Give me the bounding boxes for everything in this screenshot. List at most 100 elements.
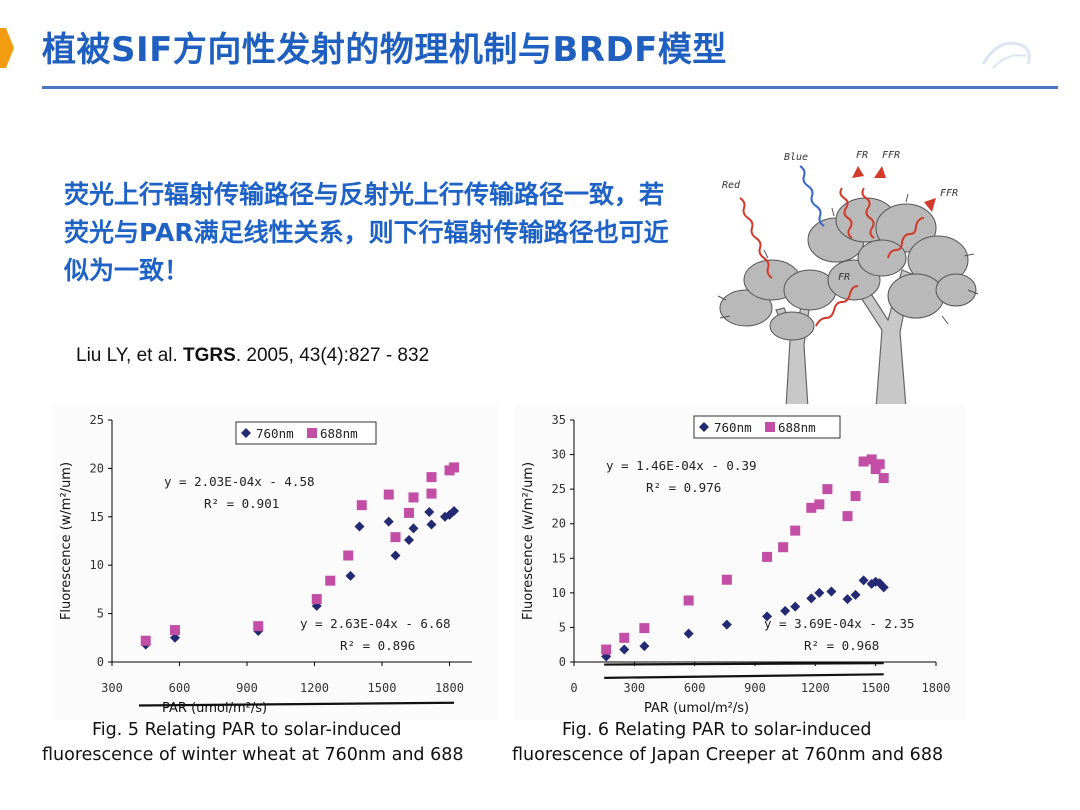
data-point-760nm [354, 521, 365, 532]
equation-688nm: y = 3.69E-04x - 2.35 [764, 616, 915, 631]
data-point-688nm [601, 644, 612, 655]
label-red: Red [722, 180, 741, 191]
legend-label: 760nm [256, 426, 294, 441]
y-tick-label: 25 [552, 482, 566, 496]
y-tick-label: 35 [552, 413, 566, 427]
y-tick-label: 5 [559, 620, 566, 634]
data-point-688nm [140, 635, 151, 646]
equation-760nm: y = 2.03E-04x - 4.58 [164, 474, 315, 489]
data-point-688nm [253, 621, 264, 632]
data-point-760nm [790, 601, 801, 612]
fr-canopy-arrow [815, 285, 859, 327]
y-tick-label: 25 [90, 413, 104, 427]
x-tick-label: 1200 [801, 681, 830, 695]
equation-688nm: y = 2.63E-04x - 6.68 [300, 616, 451, 631]
figure-6-caption: Fig. 6 Relating PAR to solar-induced flu… [512, 718, 982, 768]
data-point-760nm [850, 589, 861, 600]
y-tick-label: 15 [552, 551, 566, 565]
data-point-760nm [426, 519, 437, 530]
chart-winter-wheat-plot: 0 5 10 15 20 25 300 600 900 1200 1500 1800 PAR (umol… [59, 413, 472, 727]
red-incident-arrow [739, 197, 773, 279]
y-tick-label: 0 [97, 655, 104, 669]
data-point-760nm [762, 611, 773, 622]
data-point-760nm [878, 582, 889, 593]
trend-line-688nm [604, 673, 884, 679]
ffr-emitted-arrow-2 [887, 217, 925, 259]
y-tick-label: 30 [552, 448, 566, 462]
fr-emitted-arrow [839, 187, 853, 239]
x-tick-label: 1800 [922, 681, 951, 695]
label-blue: Blue [784, 152, 808, 163]
x-axis-label: PAR (umol/m²/s) [644, 701, 749, 716]
data-point-760nm [383, 516, 394, 527]
x-axis-label: PAR (umol/m²/s) [162, 701, 267, 716]
data-point-688nm [639, 623, 650, 634]
caption-line-2: fluorescence of winter wheat at 760nm an… [42, 745, 464, 765]
x-tick-label: 1800 [435, 681, 464, 695]
x-tick-label: 1500 [368, 681, 397, 695]
x-tick-label: 900 [236, 681, 258, 695]
data-point-760nm [440, 511, 450, 522]
chart-japan-creeper: 0 5 10 15 20 25 30 35 0 300 600 900 1200 1500 1800 PAR … [514, 404, 966, 720]
ffr-emitted-arrow-1 [861, 187, 875, 239]
caption-line-1: Fig. 6 Relating PAR to solar-induced [562, 720, 872, 740]
tree-foliage [719, 197, 977, 341]
title-divider [42, 86, 1058, 89]
trend-line-760nm [604, 662, 884, 666]
data-point-688nm [874, 459, 885, 470]
r-squared-760nm: R² = 0.901 [204, 496, 279, 511]
x-tick-label: 600 [169, 681, 191, 695]
blue-incident-arrow [799, 165, 825, 227]
x-tick-label: 0 [570, 681, 577, 695]
legend-label: 688nm [778, 420, 816, 435]
data-point-760nm [619, 644, 630, 655]
data-point-688nm [806, 502, 817, 513]
data-point-688nm [858, 456, 869, 467]
data-point-688nm [842, 511, 853, 522]
label-fr-canopy: FR [838, 272, 850, 283]
data-point-760nm [390, 550, 401, 561]
data-point-688nm [814, 499, 825, 510]
caption-line-1: Fig. 5 Relating PAR to solar-induced [92, 720, 402, 740]
label-ffr-top: FFR [882, 150, 900, 161]
chart-japan-creeper-plot: 0 5 10 15 20 25 30 35 0 300 600 900 1200 1500 1800 PAR … [521, 413, 951, 716]
citation-details: . 2005, 43(4):827 - 832 [235, 345, 430, 366]
figure-5-caption: Fig. 5 Relating PAR to solar-induced flu… [42, 718, 502, 768]
y-tick-label: 10 [552, 586, 566, 600]
canopy-radiation-diagram: Blue Red FR FFR FFR FR [717, 150, 979, 408]
data-point-688nm [390, 532, 401, 543]
accent-tab-arrow [0, 28, 14, 68]
x-tick-label: 600 [684, 681, 706, 695]
data-point-688nm [850, 491, 861, 502]
y-tick-label: 20 [552, 517, 566, 531]
label-ffr-right: FFR [940, 188, 958, 199]
legend-label: 760nm [714, 420, 752, 435]
data-point-688nm [762, 551, 773, 562]
data-point-688nm [778, 542, 789, 553]
legend-marker-760nm [241, 428, 251, 438]
chart-winter-wheat: 0 5 10 15 20 25 300 600 900 1200 1500 1800 PAR (umol… [52, 404, 498, 727]
data-point-760nm [721, 619, 732, 630]
data-point-688nm [343, 550, 354, 561]
y-tick-label: 15 [90, 510, 104, 524]
x-tick-label: 300 [101, 681, 123, 695]
data-point-688nm [325, 575, 336, 586]
data-point-760nm [449, 505, 459, 516]
x-tick-label: 1500 [861, 681, 890, 695]
data-point-688nm [683, 595, 694, 606]
y-tick-label: 0 [559, 655, 566, 669]
logo-watermark-icon [981, 41, 1031, 69]
data-point-688nm [383, 489, 394, 500]
x-tick-label: 1200 [300, 681, 329, 695]
legend-marker-760nm [699, 422, 709, 432]
legend-marker-688nm [307, 428, 317, 438]
legend-label: 688nm [320, 426, 358, 441]
data-point-688nm [866, 454, 877, 465]
data-point-760nm [170, 632, 180, 643]
data-point-688nm [170, 625, 180, 636]
data-point-760nm [408, 523, 419, 534]
data-point-688nm [426, 488, 437, 499]
equation-760nm: y = 1.46E-04x - 0.39 [606, 458, 757, 473]
data-point-688nm [408, 492, 419, 503]
y-tick-label: 20 [90, 461, 104, 475]
